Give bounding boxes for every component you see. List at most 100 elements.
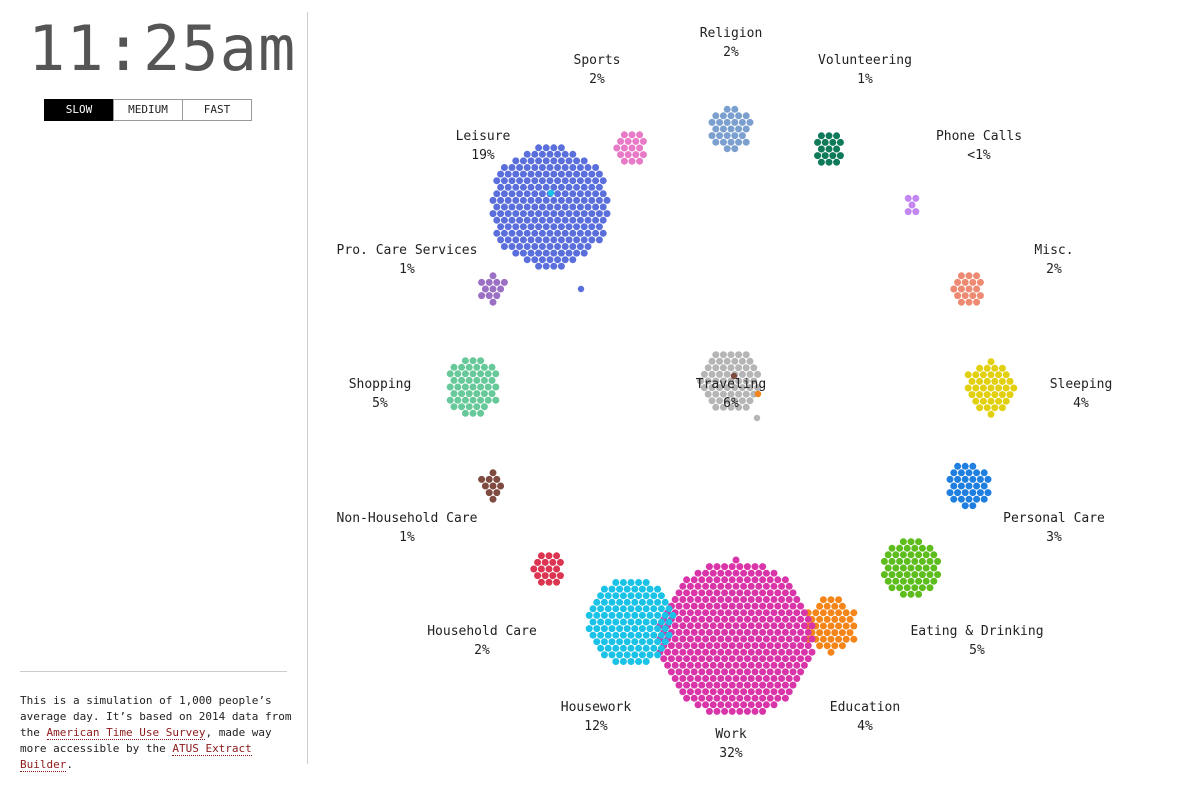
person-dot [565,236,573,244]
person-dot [527,249,535,257]
speed-medium-button[interactable]: MEDIUM [113,99,183,121]
person-dot [896,571,904,579]
person-dot-moving [753,414,761,422]
person-dot [747,661,755,669]
person-dot [743,681,751,689]
person-dot [694,648,702,656]
person-dot [690,642,698,650]
person-dot [516,190,524,198]
atus-extract-builder-link[interactable]: ATUS Extract Builder [20,742,252,772]
person-dot [762,582,770,590]
person-dot [597,631,605,639]
person-dot [603,196,611,204]
person-dot [686,582,694,590]
person-dot [774,589,782,597]
person-dot [554,164,562,171]
person-dot [888,544,896,552]
person-dot [747,622,755,630]
person-dot [766,668,774,676]
person-dot [930,564,938,572]
person-dot [541,572,549,580]
person-dot [724,688,732,696]
cluster-personal-care [946,462,992,510]
person-dot [728,642,736,650]
person-dot [755,701,763,709]
person-dot [657,644,665,652]
label-volunteering: Volunteering 1% [818,51,912,89]
cluster-work [656,556,816,715]
person-dot [819,635,827,643]
person-dot [793,635,801,643]
person-dot [671,635,679,643]
person-dot [747,635,755,643]
person-dot [736,668,744,676]
person-dot [704,390,712,398]
person-dot [569,177,577,185]
person-dot [604,605,612,613]
person-dot [972,384,980,392]
person-dot [987,358,995,366]
person-dot [492,370,500,378]
cluster-shopping [446,357,500,417]
speed-fast-button[interactable]: FAST [182,99,252,121]
person-dot [592,190,600,198]
person-dot [954,278,962,286]
activity-percent: 5% [969,643,985,658]
person-dot [542,223,550,231]
person-dot [565,210,573,218]
person-dot [565,170,573,178]
person-dot [922,551,930,559]
person-dot [755,622,763,630]
person-dot [774,642,782,650]
person-dot [556,572,564,580]
person-dot [957,285,965,293]
person-dot [545,578,553,586]
person-dot [751,655,759,663]
person-dot [731,397,739,405]
person-dot [762,622,770,630]
person-dot [595,236,603,244]
person-dot [612,579,620,586]
person-dot [458,363,466,371]
person-dot [576,229,584,237]
person-dot [671,622,679,630]
person-dot [759,615,767,623]
activity-percent: 2% [589,72,605,87]
person-dot [979,397,987,405]
person-dot [565,196,573,204]
person-dot [698,668,706,676]
person-dot [950,495,958,503]
person-dot [814,152,822,160]
person-dot [484,396,492,404]
person-dot [785,661,793,669]
atus-link[interactable]: American Time Use Survey [46,726,206,740]
person-dot [690,628,698,636]
person-dot [736,642,744,650]
person-dot [690,668,698,676]
person-dot [657,592,665,600]
person-dot [504,196,512,204]
person-dot [519,223,527,231]
person-dot [530,565,538,573]
person-dot [488,376,496,384]
person-dot [535,210,543,218]
person-dot [573,157,581,165]
person-dot [489,482,497,490]
person-dot [535,144,543,152]
person-dot [709,661,717,669]
person-dot [617,151,625,159]
person-dot [538,203,546,211]
person-dot [550,183,558,191]
person-dot [553,552,561,560]
speed-slow-button[interactable]: SLOW [44,99,114,121]
person-dot [766,576,774,584]
person-dot [569,216,577,224]
person-dot [972,371,980,379]
person-dot [500,203,508,211]
person-dot [770,648,778,656]
person-dot [888,557,896,565]
person-dot [675,681,683,689]
person-dot [593,625,601,633]
person-dot [661,638,669,646]
person-dot [698,694,706,702]
